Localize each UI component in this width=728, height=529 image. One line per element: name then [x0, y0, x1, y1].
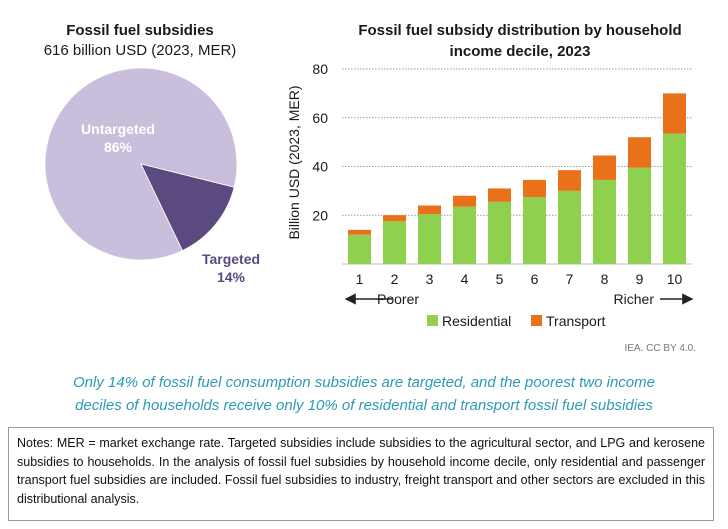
x-tick-label: 3: [426, 271, 434, 287]
bar-transport-decile-1: [348, 229, 371, 235]
legend-label-residential: Residential: [442, 313, 511, 329]
bar-residential-decile-6: [523, 196, 546, 264]
bar-chart-title-line2: income decile, 2023: [449, 43, 591, 60]
pie-chart-title: Fossil fuel subsidies: [66, 22, 214, 39]
bar-transport-decile-2: [383, 215, 406, 222]
legend-swatch-residential: [427, 315, 438, 326]
bar-residential-decile-10: [663, 133, 686, 264]
pie-chart-subtitle: 616 billion USD (2023, MER): [43, 42, 237, 59]
bar-transport-decile-8: [593, 155, 616, 180]
x-tick-label: 6: [531, 271, 539, 287]
bar-transport-decile-6: [523, 179, 546, 197]
bar-residential-decile-3: [418, 214, 441, 264]
bar-residential-decile-2: [383, 221, 406, 264]
y-tick-label: 60: [312, 110, 328, 126]
pie-value-untargeted: 86%: [104, 139, 133, 155]
x-tick-label: 2: [391, 271, 399, 287]
credit-text: IEA. CC BY 4.0.: [624, 343, 696, 354]
bar-transport-decile-4: [453, 195, 476, 207]
pie-value-targeted: 14%: [217, 269, 246, 285]
x-tick-label: 10: [667, 271, 683, 287]
bar-transport-decile-5: [488, 188, 511, 202]
bar-residential-decile-7: [558, 190, 581, 265]
bar-residential-decile-5: [488, 201, 511, 264]
legend-label-transport: Transport: [546, 313, 606, 329]
bar-chart-title: Fossil fuel subsidy distribution by hous…: [320, 20, 720, 62]
x-tick-label: 7: [566, 271, 574, 287]
x-tick-label: 9: [636, 271, 644, 287]
bar-transport-decile-7: [558, 170, 581, 191]
pie-label-untargeted: Untargeted: [81, 121, 155, 137]
richer-label: Richer: [614, 291, 655, 307]
caption-line2: deciles of households receive only 10% o…: [75, 397, 653, 414]
caption-line1: Only 14% of fossil fuel consumption subs…: [73, 374, 655, 391]
x-tick-label: 1: [356, 271, 364, 287]
poorer-label: Poorer: [377, 291, 419, 307]
bar-chart-title-line1: Fossil fuel subsidy distribution by hous…: [358, 22, 682, 39]
x-tick-label: 5: [496, 271, 504, 287]
figure-caption: Only 14% of fossil fuel consumption subs…: [0, 371, 728, 417]
bar-residential-decile-4: [453, 206, 476, 264]
y-axis-label: Billion USD (2023, MER): [286, 85, 302, 239]
bar-residential-decile-9: [628, 167, 651, 264]
bar-residential-decile-1: [348, 234, 371, 264]
y-tick-label: 20: [312, 207, 328, 223]
y-tick-label: 40: [312, 159, 328, 175]
x-tick-label: 8: [601, 271, 609, 287]
x-tick-label: 4: [461, 271, 469, 287]
notes-text: Notes: MER = market exchange rate. Targe…: [17, 436, 705, 506]
pie-label-targeted: Targeted: [202, 251, 260, 267]
notes-box: Notes: MER = market exchange rate. Targe…: [8, 427, 714, 521]
bar-transport-decile-10: [663, 93, 686, 134]
y-tick-label: 80: [312, 61, 328, 77]
pie-slice-targeted: [140, 163, 235, 252]
bar-transport-decile-3: [418, 205, 441, 215]
pie-slice-untargeted: [44, 67, 238, 261]
legend-swatch-transport: [531, 315, 542, 326]
bar-transport-decile-9: [628, 137, 651, 168]
bar-residential-decile-8: [593, 179, 616, 264]
